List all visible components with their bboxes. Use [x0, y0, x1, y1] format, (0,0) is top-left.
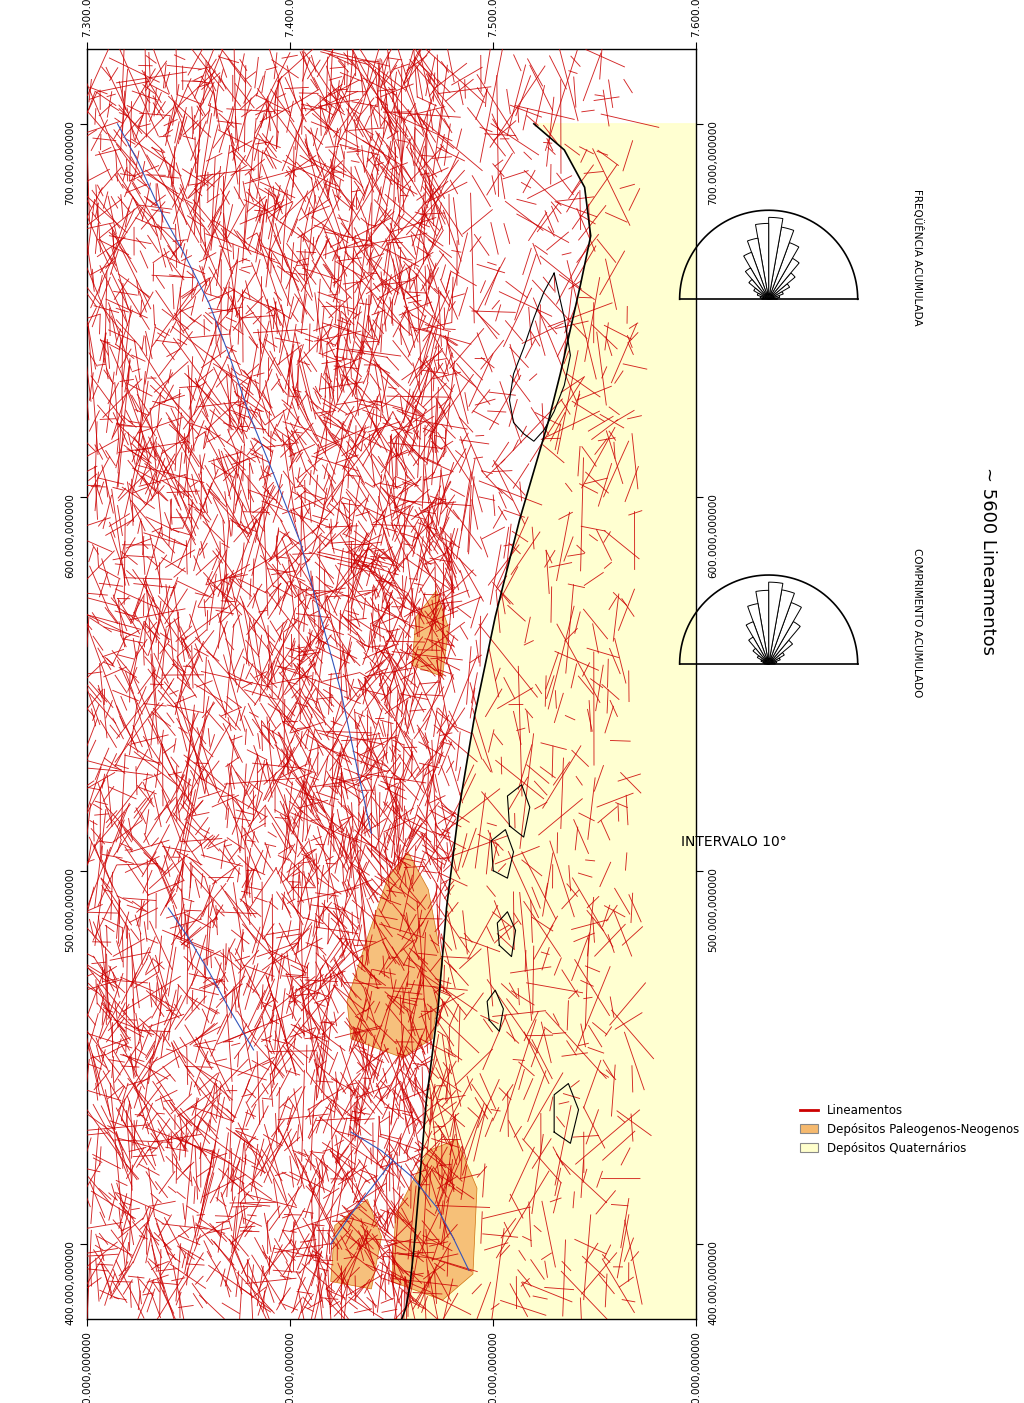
Polygon shape	[769, 243, 799, 299]
Polygon shape	[756, 223, 769, 299]
Polygon shape	[769, 272, 795, 299]
Polygon shape	[769, 227, 794, 299]
Polygon shape	[769, 602, 802, 664]
Polygon shape	[769, 292, 783, 299]
Polygon shape	[392, 1139, 477, 1301]
Text: INTERVALO 10°: INTERVALO 10°	[681, 835, 786, 849]
Polygon shape	[746, 622, 769, 664]
Polygon shape	[347, 852, 442, 1058]
Polygon shape	[749, 637, 769, 664]
Polygon shape	[763, 662, 769, 664]
Polygon shape	[743, 253, 769, 299]
Polygon shape	[769, 658, 780, 664]
Polygon shape	[760, 296, 769, 299]
Polygon shape	[753, 648, 769, 664]
Polygon shape	[769, 283, 790, 299]
Polygon shape	[745, 268, 769, 299]
Polygon shape	[761, 659, 769, 664]
Polygon shape	[748, 239, 769, 299]
Polygon shape	[748, 603, 769, 664]
Polygon shape	[769, 217, 783, 299]
Polygon shape	[754, 288, 769, 299]
Text: ~ 5600 Lineamentos: ~ 5600 Lineamentos	[979, 467, 997, 655]
Polygon shape	[756, 591, 769, 664]
Polygon shape	[769, 622, 801, 664]
Polygon shape	[769, 661, 777, 664]
Polygon shape	[758, 655, 769, 664]
Polygon shape	[769, 652, 784, 664]
Polygon shape	[393, 123, 696, 1319]
Polygon shape	[769, 640, 793, 664]
Polygon shape	[412, 591, 449, 676]
Legend: Lineamentos, Depósitos Paleogenos-Neogenos, Depósitos Quaternários: Lineamentos, Depósitos Paleogenos-Neogen…	[795, 1099, 1024, 1160]
Polygon shape	[769, 258, 799, 299]
Polygon shape	[769, 297, 777, 299]
Polygon shape	[749, 279, 769, 299]
Polygon shape	[769, 589, 795, 664]
Polygon shape	[331, 1200, 382, 1289]
Polygon shape	[769, 296, 779, 299]
Polygon shape	[758, 293, 769, 299]
Text: FREQÜÊNCIA ACUMULADA: FREQÜÊNCIA ACUMULADA	[912, 189, 924, 325]
Polygon shape	[769, 582, 783, 664]
Text: COMPRIMENTO ACUMULADO: COMPRIMENTO ACUMULADO	[912, 547, 923, 697]
